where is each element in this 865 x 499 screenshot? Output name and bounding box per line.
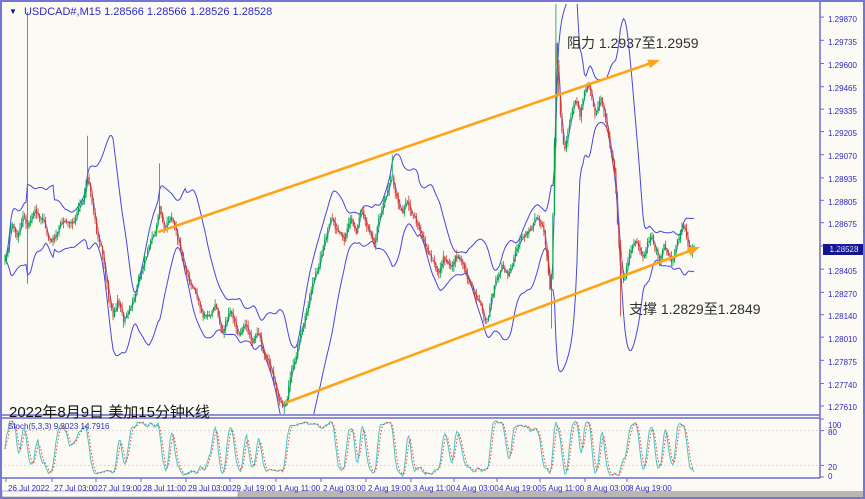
support-channel-line[interactable] <box>284 247 695 405</box>
collapse-triangle-icon[interactable]: ▼ <box>9 7 17 16</box>
h-scrollbar-thumb[interactable] <box>2 490 239 497</box>
resistance-channel-line[interactable] <box>157 60 655 234</box>
current-price-tag: 1.28528 <box>823 244 863 256</box>
h-scrollbar-track[interactable] <box>2 491 863 497</box>
